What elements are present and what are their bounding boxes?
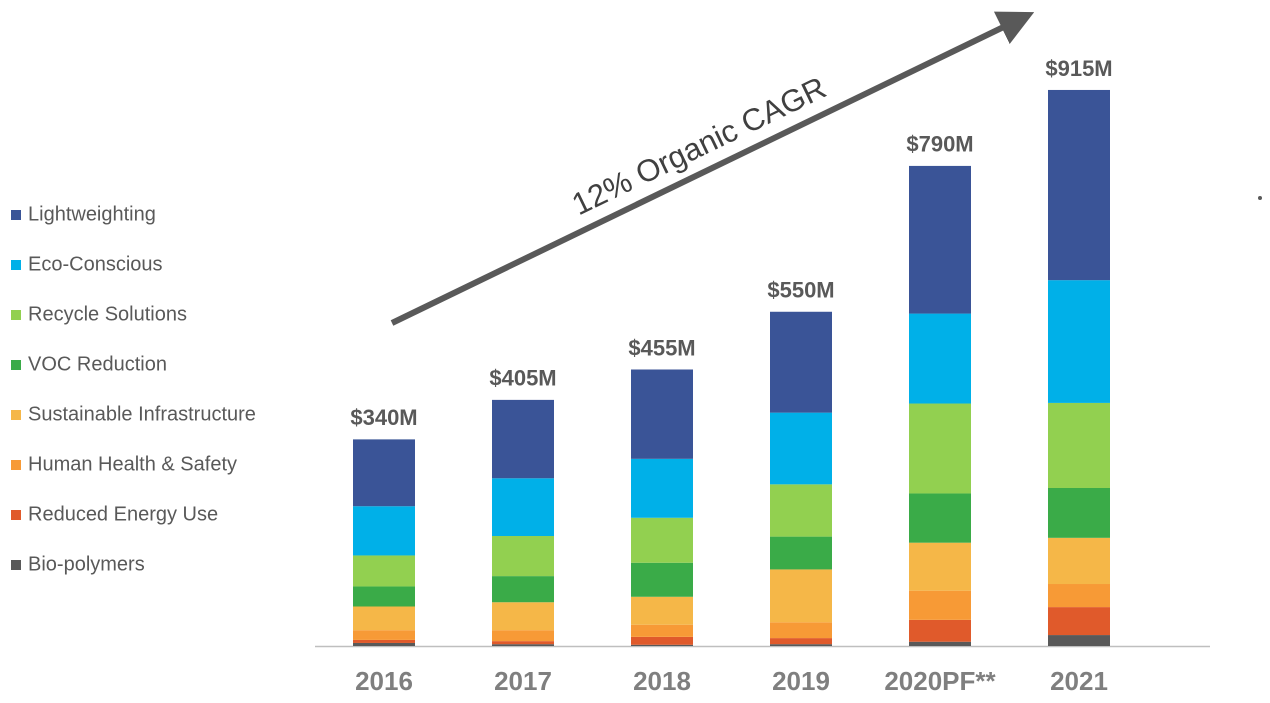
bar-segment	[1048, 402, 1110, 488]
bar-segment	[770, 412, 832, 485]
bar-segment	[909, 641, 971, 646]
legend-label: Human Health & Safety	[28, 453, 237, 475]
bar-segment	[909, 590, 971, 620]
bar-segment	[1048, 89, 1110, 281]
bar-segment	[770, 638, 832, 645]
legend-label: Sustainable Infrastructure	[28, 403, 256, 425]
x-tick-label: 2019	[772, 666, 830, 696]
bar-segment	[1048, 487, 1110, 538]
bar-segment	[631, 636, 693, 645]
x-tick-label: 2016	[355, 666, 413, 696]
legend-swatch	[11, 210, 21, 220]
dot	[1258, 196, 1262, 200]
total-label: $405M	[489, 366, 556, 391]
bar-segment	[770, 311, 832, 413]
legend-label: VOC Reduction	[28, 353, 167, 375]
total-label: $790M	[906, 132, 973, 157]
bar-segment	[631, 458, 693, 518]
bar-segment	[1048, 537, 1110, 585]
bar-segment	[909, 542, 971, 591]
bar-segment	[492, 478, 554, 537]
annotation: 12% Organic CAGR	[567, 70, 832, 222]
bar-segment	[353, 642, 415, 646]
bar-segment	[353, 586, 415, 607]
total-label: $340M	[350, 405, 417, 430]
legend-swatch	[11, 460, 21, 470]
x-tick-label: 2021	[1050, 666, 1108, 696]
bar-segment	[353, 630, 415, 640]
bar-segment	[631, 517, 693, 563]
x-tick-label: 2018	[633, 666, 691, 696]
legend-swatch	[11, 560, 21, 570]
bar-segment	[492, 630, 554, 642]
total-label: $915M	[1045, 56, 1112, 81]
bar-segment	[353, 639, 415, 643]
bar-segment	[909, 493, 971, 543]
bar-segment	[492, 644, 554, 646]
bar-segment	[492, 641, 554, 645]
legend-label: Lightweighting	[28, 203, 156, 225]
x-tick-label: 2017	[494, 666, 552, 696]
bar-segment	[1048, 635, 1110, 646]
cagr-arrow	[390, 11, 1035, 326]
bar-segment	[631, 644, 693, 646]
total-label: $455M	[628, 335, 695, 360]
bar-segment	[909, 619, 971, 642]
bar-segment	[770, 536, 832, 570]
bar-segment	[770, 622, 832, 639]
legend-swatch	[11, 310, 21, 320]
legend-swatch	[11, 510, 21, 520]
bar-segment	[353, 555, 415, 587]
bar-segment	[1048, 280, 1110, 403]
bar-segment	[631, 369, 693, 459]
bar-segment	[492, 602, 554, 631]
legend-label: Reduced Energy Use	[28, 503, 218, 525]
bar-segment	[353, 606, 415, 631]
x-tick-label: 2020PF**	[884, 666, 996, 696]
bar-segment	[353, 439, 415, 507]
total-label: $550M	[767, 278, 834, 303]
bar-segment	[353, 506, 415, 556]
legend-swatch	[11, 410, 21, 420]
legend-swatch	[11, 260, 21, 270]
bar-segment	[492, 399, 554, 479]
bar-segment	[1048, 607, 1110, 636]
bar-segment	[770, 484, 832, 537]
bar-segment	[492, 536, 554, 577]
bar-segment	[909, 313, 971, 404]
bar-segment	[631, 624, 693, 637]
bar-segment	[770, 644, 832, 646]
legend-label: Eco-Conscious	[28, 253, 163, 275]
bar-segment	[492, 576, 554, 603]
legend-swatch	[11, 360, 21, 370]
bar-segment	[909, 165, 971, 314]
bar-segment	[631, 596, 693, 625]
bar-segment	[909, 403, 971, 494]
bar-segment	[770, 569, 832, 623]
bar-segment	[1048, 584, 1110, 608]
legend-label: Recycle Solutions	[28, 303, 187, 325]
bar-segment	[631, 562, 693, 597]
legend-label: Bio-polymers	[28, 553, 145, 575]
